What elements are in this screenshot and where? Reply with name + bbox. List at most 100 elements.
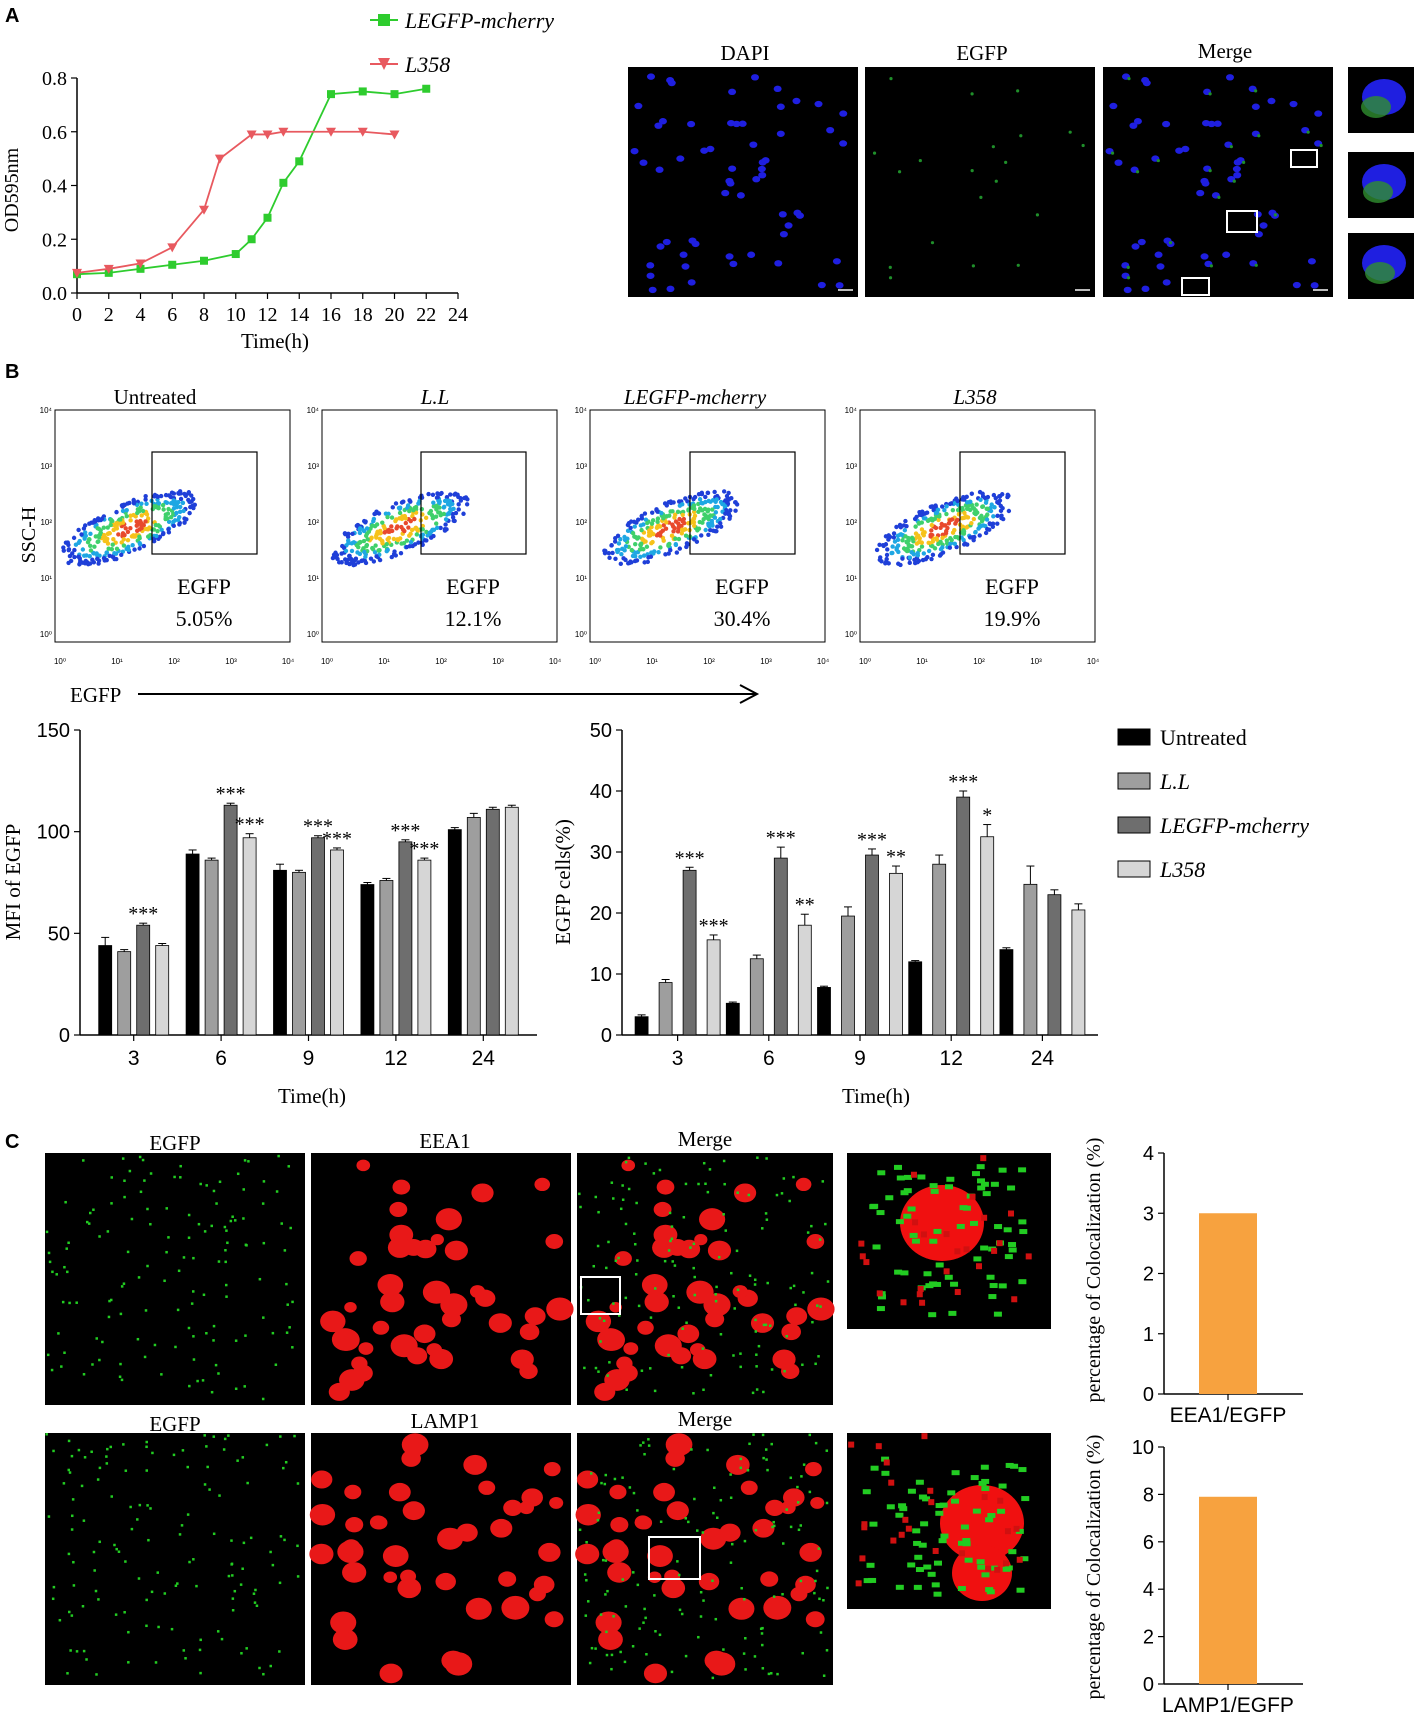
egfp-speck: [50, 1368, 54, 1372]
egfp-speck: [186, 1465, 189, 1469]
flow-event: [67, 553, 73, 559]
egfp-speck: [223, 1437, 227, 1441]
growth-xtick-label: 20: [385, 304, 405, 326]
egfp-speck: [280, 1222, 283, 1225]
flow-event: [374, 532, 379, 537]
ytick-label: 50: [48, 923, 70, 945]
egfp-speck: [60, 1365, 63, 1368]
merge-egfp-speck: [627, 1156, 631, 1160]
flow-event: [971, 516, 977, 522]
flow-event: [434, 521, 439, 526]
microscopy-panel-c: EGFP EEA1 Merge EGFP LAMP1 Merge: [45, 1127, 1051, 1685]
zoom-egfp-block: [951, 1498, 960, 1504]
flow-event: [98, 531, 103, 536]
flow-event: [929, 522, 934, 528]
flow-event: [953, 534, 958, 540]
flow-event: [155, 528, 160, 534]
flow-event: [924, 510, 930, 515]
flow-event: [361, 528, 366, 533]
zoom-egfp-block: [962, 1541, 971, 1547]
zoom-egfp-block: [1010, 1463, 1019, 1469]
egfp-speck: [75, 1301, 78, 1304]
flow-event: [340, 543, 345, 549]
flow-event: [413, 526, 418, 531]
egfp-speck: [230, 1563, 233, 1566]
zoom-egfp-block: [877, 1294, 886, 1300]
flow-event: [712, 515, 718, 520]
flow-event: [718, 524, 724, 529]
egfp-speck: [236, 1172, 240, 1176]
merge-egfp-speck: [631, 1645, 635, 1648]
bar-untreated: [999, 949, 1014, 1036]
egfp-speck: [138, 1155, 142, 1159]
flow-event: [114, 523, 119, 529]
egfp-speck: [252, 1592, 256, 1595]
flow-event: [174, 510, 179, 516]
flow-event: [441, 505, 447, 510]
zoom-red-pixel: [910, 1171, 917, 1178]
merge-egfp-speck: [673, 1264, 677, 1267]
flow-event: [66, 560, 71, 566]
zoom-egfp-block: [907, 1488, 916, 1494]
zoom-egfp-block: [945, 1184, 954, 1190]
flow-event: [132, 534, 138, 539]
flow-event: [404, 538, 410, 543]
red-cell: [478, 1480, 496, 1495]
egfp-speck: [176, 1308, 180, 1312]
flow-ytick-label: 10⁰: [40, 630, 52, 639]
panel-label-c: C: [5, 1131, 19, 1153]
flow-event: [139, 524, 144, 529]
egfp-speck: [225, 1229, 228, 1232]
nucleus: [666, 285, 675, 293]
merge-red-cell: [677, 1324, 700, 1344]
merge-egfp-speck: [781, 1592, 784, 1596]
red-cell: [309, 1503, 336, 1526]
flow-title: LEGFP-mcherry: [623, 385, 767, 409]
zoom-egfp-block: [959, 1205, 968, 1211]
flow-event: [181, 508, 186, 514]
egfp-speck: [45, 1433, 48, 1436]
zoom-red-pixel: [859, 1253, 866, 1260]
zoom-red-pixel: [848, 1441, 855, 1448]
significance-mark: **: [795, 894, 815, 916]
flow-event: [677, 516, 682, 522]
zoom-egfp-block: [1003, 1227, 1012, 1233]
egfp-speck: [122, 1282, 126, 1285]
zoom-egfp-block: [881, 1470, 890, 1476]
flow-event: [960, 515, 965, 521]
merge-egfp-speck: [808, 1433, 812, 1437]
flow-event: [71, 535, 77, 541]
merge-egfp-speck: [746, 1469, 750, 1472]
zoom-red-pixel: [1007, 1210, 1014, 1217]
flow-event: [949, 517, 955, 522]
merge-red-cell: [805, 1611, 825, 1628]
merge-egfp-speck: [794, 1303, 797, 1307]
merge-egfp-speck: [699, 1615, 703, 1618]
merge-egfp-speck: [643, 1452, 646, 1456]
nucleus: [1200, 177, 1209, 185]
merge-egfp-speck: [711, 1579, 714, 1583]
flow-xtick-label: 10⁰: [54, 657, 66, 666]
ytick-label: 4: [1143, 1143, 1154, 1165]
merge-egfp-speck: [801, 1651, 804, 1655]
merge-egfp-speck: [775, 1193, 779, 1197]
red-cell: [444, 1652, 473, 1676]
flow-event: [139, 513, 144, 518]
egfp-speck: [64, 1200, 67, 1204]
merge-egfp-speck: [638, 1627, 641, 1630]
merge-egfp-speck: [760, 1632, 764, 1635]
merge-egfp-speck: [670, 1225, 674, 1228]
nucleus: [1225, 74, 1234, 81]
egfp-speck: [262, 1672, 265, 1676]
red-cell: [332, 1628, 358, 1650]
flow-event: [346, 538, 351, 543]
egfp-speck: [114, 1613, 118, 1616]
flow-event: [635, 517, 641, 522]
merge-red-cell: [653, 1201, 672, 1218]
flow-event: [944, 511, 949, 517]
merge-egfp-speck: [802, 1291, 805, 1294]
egfp-speck: [126, 1250, 130, 1254]
nucleus: [757, 165, 766, 173]
egfp-speck: [279, 1535, 283, 1538]
